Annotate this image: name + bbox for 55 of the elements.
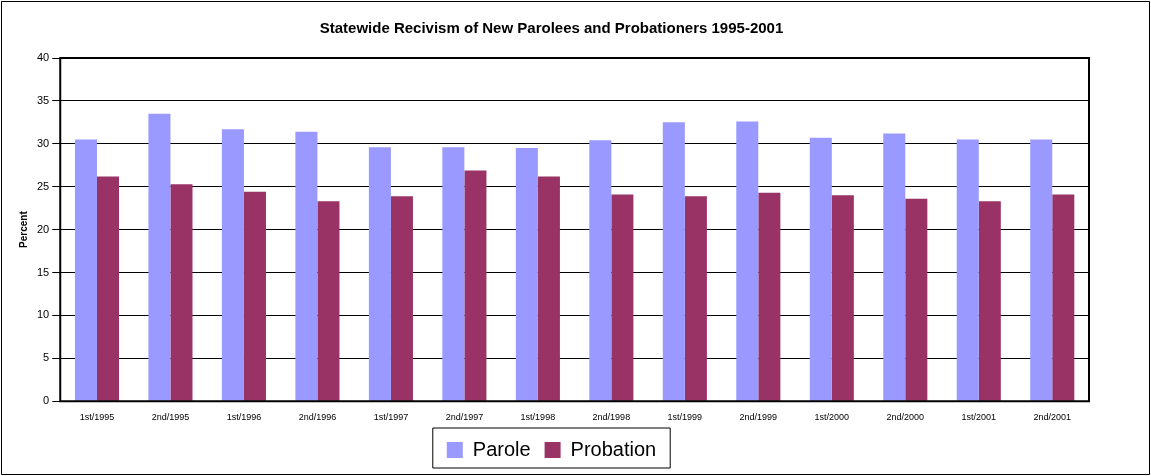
chart-title: Statewide Recivism of New Parolees and Probationers 1995-2001 [319, 19, 784, 37]
bar [148, 113, 171, 401]
x-tick-label: 2nd/1999 [739, 412, 778, 423]
bar [74, 139, 97, 401]
y-tick-label: 5 [43, 351, 50, 364]
x-tick-label: 1st/1998 [520, 412, 556, 423]
bar [295, 131, 318, 401]
bar [758, 192, 781, 401]
y-tick-label: 35 [36, 93, 50, 106]
x-tick-label: 1st/1996 [226, 412, 262, 423]
bar [905, 198, 928, 401]
x-tick-label: 2nd/2000 [886, 412, 925, 423]
bar [684, 196, 707, 401]
bar [831, 195, 854, 401]
bar [317, 201, 340, 401]
y-tick-label: 40 [36, 51, 50, 64]
bar [589, 140, 612, 401]
x-tick-label: 1st/2000 [814, 412, 850, 423]
y-tick-label: 20 [36, 222, 50, 235]
y-tick-label: 15 [36, 265, 50, 278]
bar [1030, 139, 1053, 401]
bar [464, 170, 487, 401]
bar [170, 184, 193, 401]
x-tick-label: 2nd/1995 [151, 412, 190, 423]
y-axis-title: Percent [17, 210, 29, 248]
bar [390, 196, 413, 401]
x-tick-label: 2nd/1998 [592, 412, 631, 423]
x-tick-label: 2nd/2001 [1033, 412, 1072, 423]
bar [662, 122, 685, 401]
bar [1052, 194, 1075, 401]
x-tick-label: 1st/2001 [961, 412, 997, 423]
x-tick-label: 2nd/1997 [445, 412, 484, 423]
legend-label: Parole [472, 437, 531, 460]
bar [368, 147, 391, 401]
x-tick-label: 1st/1997 [373, 412, 409, 423]
bar [243, 191, 266, 401]
y-tick-label: 25 [36, 179, 50, 192]
bar [96, 176, 120, 401]
legend-label: Probation [570, 437, 657, 460]
y-tick-label: 30 [36, 136, 50, 149]
bar [956, 139, 979, 401]
bar [809, 137, 832, 401]
bar [221, 129, 244, 401]
bar [537, 176, 560, 401]
x-tick-label: 1st/1995 [79, 412, 115, 423]
bar [611, 194, 634, 401]
y-tick-label: 0 [43, 394, 50, 407]
bar [515, 148, 538, 401]
x-tick-label: 1st/1999 [667, 412, 703, 423]
bar [978, 201, 1001, 401]
bar [883, 133, 906, 401]
bar [736, 121, 759, 401]
bar [442, 147, 465, 401]
x-tick-label: 2nd/1996 [298, 412, 337, 423]
y-tick-label: 10 [36, 308, 50, 321]
